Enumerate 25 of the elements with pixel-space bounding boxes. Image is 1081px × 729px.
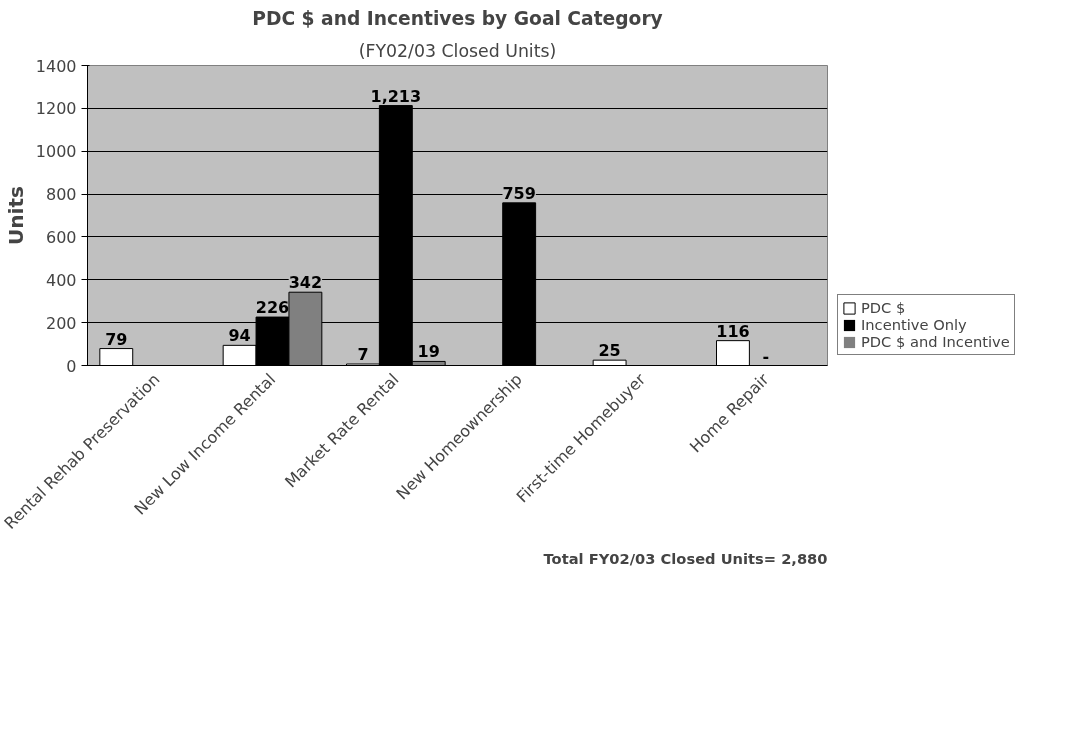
legend-label: Incentive Only bbox=[861, 316, 967, 333]
legend-label: PDC $ and Incentive bbox=[861, 333, 1010, 350]
y-tick-label: 1200 bbox=[35, 99, 77, 119]
chart-title: PDC $ and Incentives by Goal Category bbox=[252, 7, 663, 29]
data-label: 7 bbox=[357, 345, 369, 364]
data-label: 94 bbox=[228, 326, 251, 346]
chart-subtitle: (FY02/03 Closed Units) bbox=[358, 40, 557, 61]
data-label: 759 bbox=[502, 183, 536, 203]
data-label: 79 bbox=[105, 329, 128, 349]
legend-label: PDC $ bbox=[861, 299, 906, 316]
data-label: 25 bbox=[598, 341, 621, 361]
y-tick-label: 0 bbox=[66, 356, 77, 376]
data-label: - bbox=[762, 346, 770, 366]
y-axis-title: Units bbox=[3, 186, 28, 245]
data-label: 1,213 bbox=[370, 86, 422, 106]
text: Total FY02/03 Closed Units= 2,880 bbox=[543, 549, 828, 567]
data-label: 19 bbox=[417, 342, 440, 362]
y-tick-label: 600 bbox=[45, 227, 77, 247]
y-tick-label: 800 bbox=[45, 185, 77, 205]
data-label: 342 bbox=[288, 273, 323, 293]
y-tick-label: 1000 bbox=[35, 142, 77, 162]
y-tick-label: 400 bbox=[45, 270, 77, 290]
y-tick-label: 200 bbox=[45, 313, 77, 333]
data-label: 116 bbox=[716, 321, 750, 341]
y-tick-label: 1400 bbox=[35, 56, 77, 76]
